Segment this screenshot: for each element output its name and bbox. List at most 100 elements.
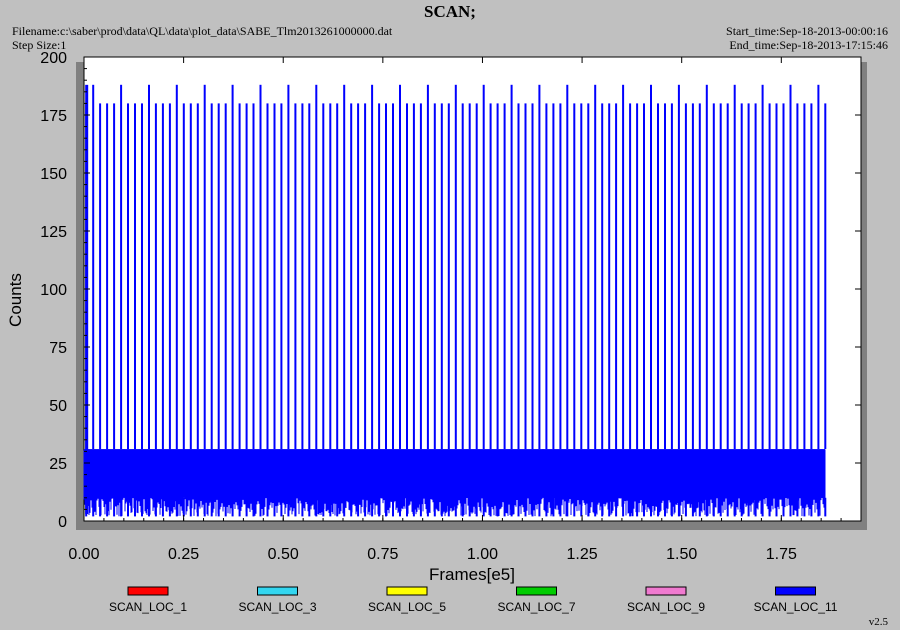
- series-spike: [99, 103, 102, 450]
- series-spike: [266, 103, 269, 450]
- series-spike: [824, 103, 827, 450]
- series-spike-low: [587, 497, 590, 517]
- series-spike-low: [245, 497, 248, 517]
- series-spike: [636, 103, 639, 450]
- series-spike: [475, 103, 478, 450]
- series-spike: [677, 84, 680, 450]
- series-spike: [238, 103, 241, 450]
- series-spike-low: [210, 497, 213, 517]
- series-spike-low: [754, 497, 757, 517]
- series-spike-low: [419, 497, 422, 517]
- series-spike-low: [733, 497, 736, 517]
- series-spike-low: [168, 497, 171, 517]
- series-spike: [747, 103, 750, 450]
- series-spike-low: [482, 497, 485, 517]
- series-spike-low: [740, 497, 743, 517]
- legend-swatch: [645, 586, 687, 596]
- x-tick-label: 1.50: [666, 546, 697, 563]
- x-tick-label: 0.00: [68, 546, 99, 563]
- series-spike: [301, 103, 304, 450]
- series-spike-low: [768, 497, 771, 517]
- axes-layer: 0 25 50 75 100 125 150 175 200 0.00 0.25 0.50 0.75 1.…: [40, 50, 861, 563]
- series-spike: [371, 84, 374, 450]
- series-spike: [517, 103, 520, 450]
- series-spike: [447, 103, 450, 450]
- series-spike-low: [454, 497, 457, 517]
- series-spike-low: [705, 497, 708, 517]
- series-spike-low: [113, 497, 116, 517]
- legend-label: SCAN_LOC_1: [109, 600, 187, 614]
- series-spike: [426, 84, 429, 450]
- series-spike-low: [775, 497, 778, 517]
- series-spike: [754, 103, 757, 450]
- series-spike-low: [294, 497, 297, 517]
- series-spike: [134, 103, 136, 450]
- series-spike: [245, 103, 248, 450]
- series-spike: [496, 103, 499, 450]
- series-spike: [559, 103, 562, 450]
- series-spike-low: [175, 497, 178, 517]
- series-spike-low: [643, 497, 645, 517]
- series-spike: [691, 103, 694, 450]
- legend-swatch: [127, 586, 169, 596]
- series-spike: [217, 103, 220, 450]
- series-spike: [329, 103, 332, 450]
- series-spike: [433, 103, 436, 450]
- series-spike: [817, 84, 820, 450]
- series-spike-low: [824, 497, 827, 517]
- series-spike: [461, 103, 464, 450]
- legend-swatch: [386, 586, 428, 596]
- series-spike-low: [196, 497, 199, 517]
- series-spike: [782, 103, 785, 450]
- series-spike: [294, 103, 297, 450]
- series-spike-low: [224, 497, 227, 517]
- series-spike-low: [343, 497, 346, 517]
- series-spike-low: [615, 497, 618, 517]
- x-tick-label: 1.75: [766, 546, 797, 563]
- series-spike-low: [573, 497, 576, 517]
- series-spike: [189, 103, 192, 450]
- y-tick-label: 75: [49, 340, 67, 357]
- version-label: v2.5: [868, 616, 888, 628]
- series-spike: [761, 84, 764, 450]
- x-tick-label: 0.75: [367, 546, 398, 563]
- series-spike-low: [803, 497, 806, 517]
- series-spike: [670, 103, 673, 450]
- series-spike-low: [148, 497, 150, 517]
- series-spike: [684, 103, 687, 450]
- series-spike: [259, 84, 262, 450]
- series-spike: [454, 84, 457, 450]
- y-tick-label: 100: [40, 282, 67, 299]
- series-spike-low: [670, 497, 673, 517]
- series-spike-low: [698, 497, 701, 517]
- series-spike-low: [608, 497, 611, 517]
- series-spike: [705, 84, 708, 450]
- x-axis-label: Frames[e5]: [429, 565, 515, 584]
- series-spike: [538, 84, 541, 450]
- series-spike: [726, 103, 729, 450]
- end-time-label: End_time:Sep-18-2013-17:15:46: [729, 38, 888, 52]
- series-spike-low: [810, 497, 813, 517]
- series-spike-low: [189, 497, 192, 517]
- series-spike: [643, 103, 645, 450]
- series-spike: [545, 103, 548, 450]
- series-spike-low: [238, 497, 241, 517]
- series-spike: [385, 103, 387, 450]
- series-spike-low: [120, 497, 123, 517]
- legend-swatch: [516, 586, 557, 596]
- series-spike: [287, 84, 290, 450]
- series-spike: [650, 84, 652, 450]
- legend-label: SCAN_LOC_9: [627, 600, 705, 614]
- series-spike: [664, 103, 666, 450]
- series-spike-low: [580, 497, 583, 517]
- y-tick-label: 200: [40, 50, 67, 67]
- series-spike-low: [252, 497, 255, 517]
- series-spike: [482, 84, 485, 450]
- series-spike: [203, 84, 206, 450]
- series-spike: [775, 103, 778, 450]
- series-spike-low: [461, 497, 464, 517]
- series-spike: [524, 103, 527, 450]
- series-spike-low: [161, 497, 164, 517]
- series-spike: [412, 103, 415, 450]
